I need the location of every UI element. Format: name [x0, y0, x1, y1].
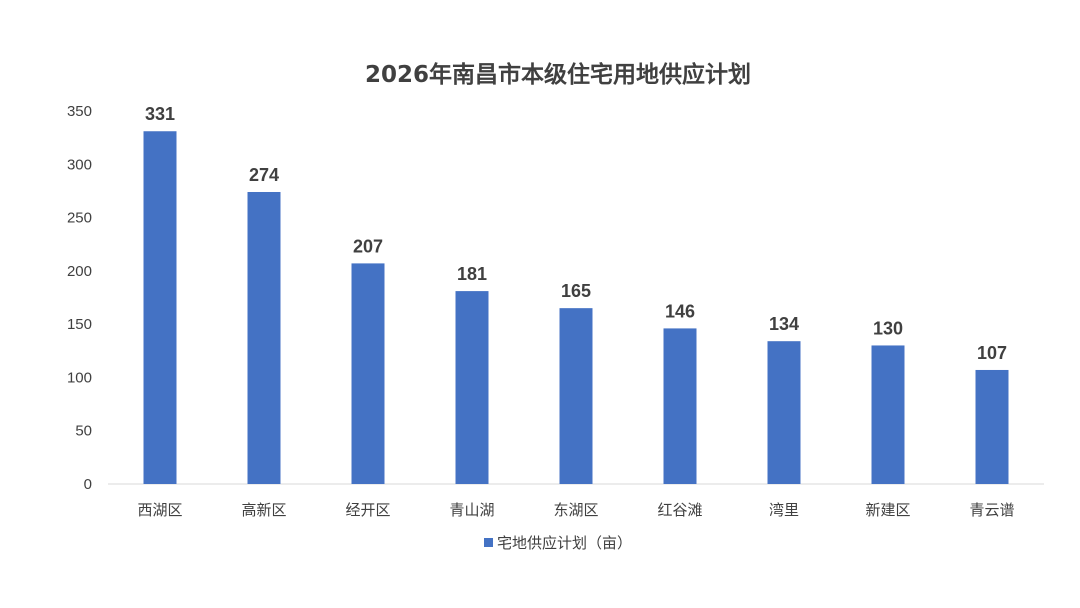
category-labels-group: 西湖区 高新区 经开区 青山湖 东湖区 红谷滩 湾里 新建区 青云谱	[137, 501, 1014, 519]
bar-data-label: 331	[145, 104, 175, 124]
bar	[767, 341, 801, 484]
bar-data-label: 207	[353, 236, 383, 256]
y-axis-ticks: 0 50 100 150 200 250 300 350	[67, 103, 92, 493]
x-category-label: 青云谱	[969, 501, 1014, 519]
y-tick-label: 350	[67, 103, 92, 120]
x-category-label: 高新区	[241, 501, 286, 519]
bar	[559, 308, 593, 484]
bar-data-label: 134	[769, 314, 799, 334]
y-tick-label: 300	[67, 156, 92, 173]
bar-data-label: 181	[457, 264, 487, 284]
bar-data-label: 146	[665, 301, 695, 321]
bar	[247, 191, 281, 484]
y-tick-label: 0	[84, 476, 92, 493]
data-labels-group: 331 274 207 181 165 146 134 130 107	[145, 104, 1007, 363]
bar-data-label: 165	[561, 281, 591, 301]
x-category-label: 东湖区	[553, 501, 598, 519]
y-tick-label: 250	[67, 210, 92, 227]
bar	[871, 345, 905, 484]
chart-title: 2026年南昌市本级住宅用地供应计划	[365, 61, 751, 88]
y-tick-label: 100	[67, 369, 92, 386]
legend-swatch	[484, 538, 493, 547]
bar	[975, 369, 1009, 484]
bar	[663, 328, 697, 484]
x-category-label: 青山湖	[449, 501, 494, 519]
bar	[351, 263, 385, 484]
bars-group	[143, 131, 1009, 484]
bar-data-label: 130	[873, 318, 903, 338]
bar	[143, 131, 177, 484]
legend: 宅地供应计划（亩）	[484, 534, 632, 552]
x-category-label: 西湖区	[137, 501, 182, 519]
x-category-label: 湾里	[769, 501, 799, 519]
bar-data-label: 274	[249, 165, 279, 185]
y-tick-label: 50	[75, 423, 92, 440]
x-category-label: 红谷滩	[657, 501, 702, 519]
x-category-label: 经开区	[345, 501, 390, 519]
y-tick-label: 200	[67, 263, 92, 280]
bar	[455, 291, 489, 484]
bar-data-label: 107	[977, 343, 1007, 363]
x-category-label: 新建区	[865, 501, 910, 519]
legend-label: 宅地供应计划（亩）	[497, 534, 632, 552]
y-tick-label: 150	[67, 316, 92, 333]
